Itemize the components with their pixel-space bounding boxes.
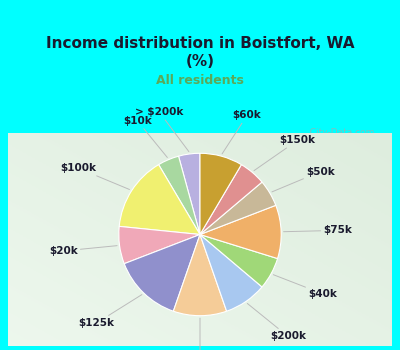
Wedge shape [119, 164, 200, 235]
Wedge shape [173, 234, 227, 316]
Text: $150k: $150k [254, 135, 316, 171]
Text: $40k: $40k [273, 275, 337, 299]
Text: $125k: $125k [78, 295, 142, 328]
Wedge shape [124, 234, 200, 311]
Text: Income distribution in Boistfort, WA: Income distribution in Boistfort, WA [46, 36, 354, 51]
Wedge shape [200, 164, 262, 235]
Text: $30k: $30k [186, 318, 214, 350]
Wedge shape [200, 234, 262, 311]
Text: (%): (%) [186, 54, 214, 69]
Wedge shape [159, 156, 200, 234]
Wedge shape [200, 153, 241, 235]
Wedge shape [178, 153, 200, 235]
Text: City-Data.com: City-Data.com [304, 128, 374, 137]
Wedge shape [119, 226, 200, 264]
Text: $10k: $10k [123, 116, 167, 158]
Wedge shape [200, 182, 276, 234]
Text: $75k: $75k [284, 225, 352, 236]
Text: $20k: $20k [49, 246, 117, 256]
Text: $100k: $100k [60, 163, 130, 189]
Text: $60k: $60k [222, 111, 261, 154]
Wedge shape [200, 234, 278, 287]
Text: All residents: All residents [156, 74, 244, 87]
Text: $200k: $200k [247, 303, 306, 341]
Text: $50k: $50k [272, 167, 335, 192]
Text: > $200k: > $200k [135, 107, 189, 152]
Wedge shape [200, 205, 281, 259]
